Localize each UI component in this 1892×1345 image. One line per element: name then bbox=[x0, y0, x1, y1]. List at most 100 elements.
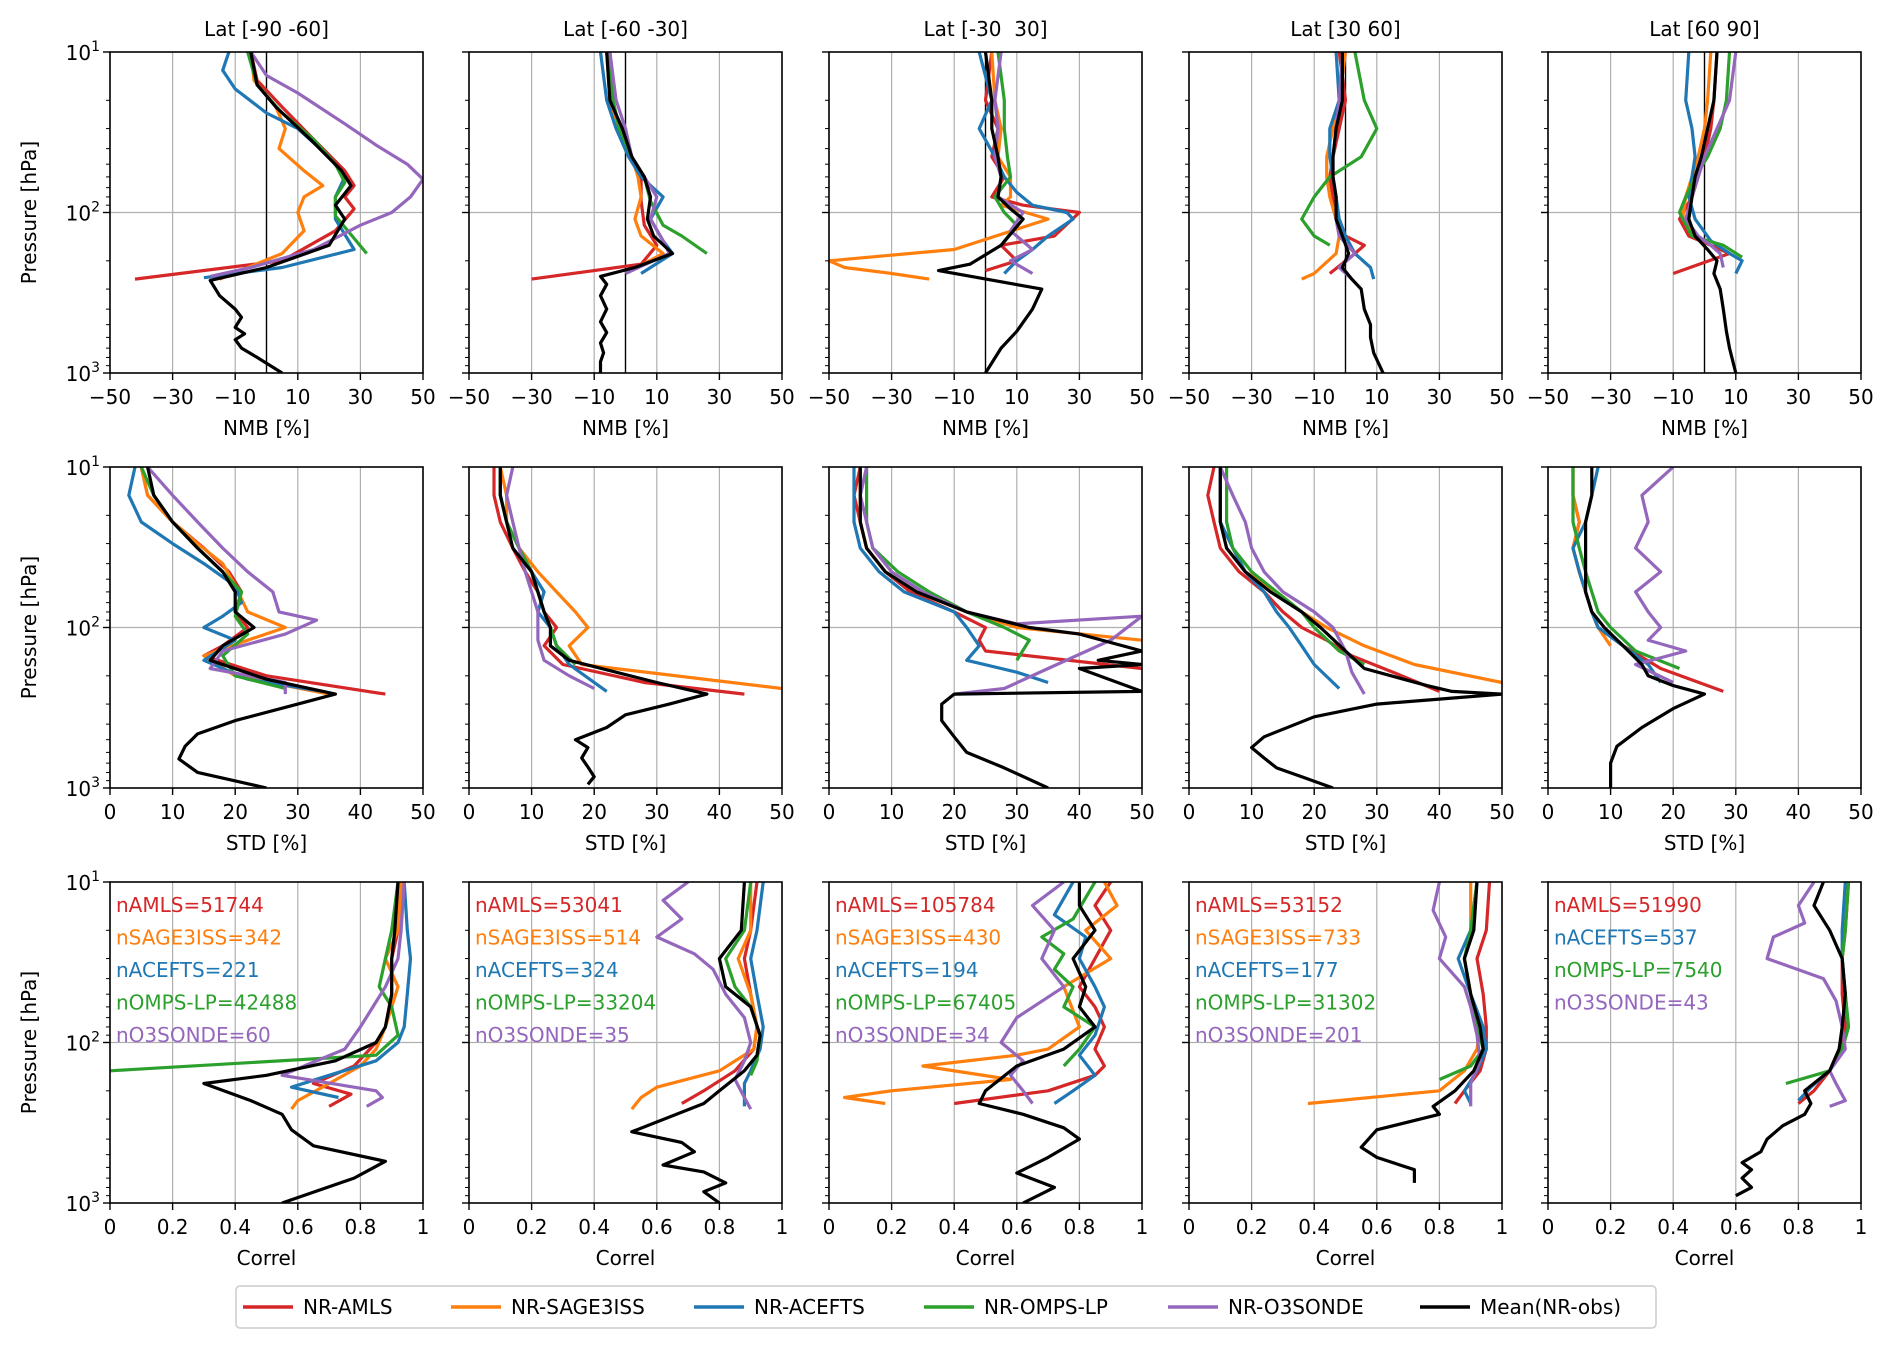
series-line-nr-amls bbox=[1206, 467, 1441, 693]
x-tick-label: 1 bbox=[776, 1215, 789, 1239]
x-tick-label: 0.8 bbox=[1063, 1215, 1095, 1239]
x-tick-label: 0.4 bbox=[938, 1215, 970, 1239]
x-tick-label: 0.2 bbox=[876, 1215, 908, 1239]
series-line-nr-o3sonde bbox=[1633, 467, 1688, 684]
series-group bbox=[492, 467, 782, 786]
series-group bbox=[852, 467, 1142, 788]
x-axis-label: STD [%] bbox=[1305, 831, 1386, 855]
sample-count-label: nACEFTS=194 bbox=[835, 958, 979, 982]
x-tick-label: −10 bbox=[933, 385, 975, 409]
series-group bbox=[1300, 52, 1385, 373]
panel-r1-c0: 0 10 20 30 40 50 101 102 103 Pressure [hPa] STD [%… bbox=[17, 454, 436, 855]
x-axis-label: STD [%] bbox=[226, 831, 307, 855]
sample-count-label: nSAGE3ISS=430 bbox=[835, 926, 1001, 950]
x-tick-label: 10 bbox=[1723, 385, 1748, 409]
x-tick-label: 0 bbox=[463, 1215, 476, 1239]
series-line-mean-nr-obs bbox=[146, 467, 337, 788]
x-tick-label: 30 bbox=[1427, 385, 1452, 409]
series-group bbox=[842, 882, 1119, 1203]
x-tick-label: 10 bbox=[879, 800, 904, 824]
x-tick-label: 0.4 bbox=[219, 1215, 251, 1239]
x-axis-label: STD [%] bbox=[585, 831, 666, 855]
sample-count-label: nSAGE3ISS=342 bbox=[116, 926, 282, 950]
series-line-nr-omps-lp bbox=[1571, 467, 1681, 670]
sample-count-label: nO3SONDE=43 bbox=[1554, 991, 1709, 1015]
legend-entry-label: NR-O3SONDE bbox=[1228, 1295, 1364, 1319]
x-tick-label: 30 bbox=[348, 385, 373, 409]
x-tick-label: −10 bbox=[214, 385, 256, 409]
y-tick-label: 102 bbox=[66, 1030, 100, 1056]
series-group bbox=[1206, 467, 1502, 788]
x-tick-label: 50 bbox=[769, 385, 794, 409]
x-tick-label: 30 bbox=[285, 800, 310, 824]
x-axis-label: Correl bbox=[956, 1246, 1016, 1270]
legend-entry-label: NR-OMPS-LP bbox=[984, 1295, 1108, 1319]
series-line-nr-amls bbox=[1797, 882, 1851, 1105]
sample-count-label: nO3SONDE=201 bbox=[1195, 1023, 1363, 1047]
x-tick-label: 1 bbox=[1855, 1215, 1868, 1239]
x-tick-label: 0 bbox=[1183, 800, 1196, 824]
y-tick-label: 101 bbox=[66, 869, 100, 895]
x-tick-label: 0.6 bbox=[641, 1215, 673, 1239]
series-line-mean-nr-obs bbox=[1735, 882, 1847, 1198]
panel-title: Lat [30 60] bbox=[1290, 17, 1400, 41]
legend: NR-AMLS NR-SAGE3ISS NR-ACEFTS NR-OMPS-LP NR-… bbox=[235, 1285, 1657, 1329]
x-tick-label: 50 bbox=[410, 385, 435, 409]
x-tick-label: 10 bbox=[644, 385, 669, 409]
x-tick-label: 0.2 bbox=[1236, 1215, 1268, 1239]
panel-title: Lat [-60 -30] bbox=[563, 17, 688, 41]
series-line-nr-sage3iss bbox=[829, 52, 1050, 281]
panel-r0-c1: −50 −30 −10 10 30 50 NMB [%] Lat [-60 -30] bbox=[448, 17, 795, 440]
x-tick-label: 40 bbox=[1427, 800, 1452, 824]
panel-r2-c1: 0 0.2 0.4 0.6 0.8 1 Correl nAMLS=53041 nSAGE3ISS… bbox=[462, 881, 789, 1270]
sample-count-label: nACEFTS=324 bbox=[475, 958, 619, 982]
x-tick-label: −30 bbox=[151, 385, 193, 409]
series-line-mean-nr-obs bbox=[598, 52, 675, 373]
sample-count-label: nACEFTS=537 bbox=[1554, 926, 1698, 950]
series-group bbox=[134, 52, 423, 373]
series-line-nr-omps-lp bbox=[1224, 467, 1366, 666]
x-tick-label: −50 bbox=[1527, 385, 1569, 409]
x-tick-label: 0.8 bbox=[1423, 1215, 1455, 1239]
sample-count-label: nO3SONDE=60 bbox=[116, 1023, 271, 1047]
x-tick-label: −50 bbox=[89, 385, 131, 409]
x-axis-label: Correl bbox=[237, 1246, 297, 1270]
y-tick-label: 103 bbox=[66, 360, 100, 386]
x-tick-label: 0.2 bbox=[1595, 1215, 1627, 1239]
sample-count-label: nAMLS=53041 bbox=[475, 893, 623, 917]
x-axis-label: NMB [%] bbox=[1661, 416, 1748, 440]
series-line-mean-nr-obs bbox=[630, 882, 762, 1203]
x-tick-label: 20 bbox=[581, 800, 606, 824]
series-line-mean-nr-obs bbox=[858, 467, 1142, 788]
x-tick-label: 20 bbox=[1660, 800, 1685, 824]
series-line-nr-amls bbox=[311, 882, 403, 1108]
x-tick-label: 0.6 bbox=[282, 1215, 314, 1239]
series-line-nr-sage3iss bbox=[858, 467, 1142, 642]
panel-r2-c2: 0 0.2 0.4 0.6 0.8 1 Correl nAMLS=105784 nSAGE3IS… bbox=[822, 881, 1148, 1270]
series-line-nr-omps-lp bbox=[864, 467, 1031, 662]
panel-r0-c4: −50 −30 −10 10 30 50 NMB [%] Lat [60 90] bbox=[1527, 17, 1874, 440]
series-line-nr-o3sonde bbox=[1765, 882, 1847, 1108]
legend-entry-label: NR-AMLS bbox=[303, 1295, 393, 1319]
sample-count-label: nACEFTS=221 bbox=[116, 958, 260, 982]
series-line-nr-acefts bbox=[1218, 467, 1341, 690]
series-line-mean-nr-obs bbox=[1218, 467, 1502, 788]
x-tick-label: 0.6 bbox=[1720, 1215, 1752, 1239]
series-line-nr-acefts bbox=[1684, 52, 1744, 275]
y-axis-label: Pressure [hPa] bbox=[17, 556, 41, 699]
x-tick-label: 0.8 bbox=[344, 1215, 376, 1239]
x-tick-label: −10 bbox=[1652, 385, 1694, 409]
series-line-mean-nr-obs bbox=[1331, 52, 1385, 373]
series-line-nr-acefts bbox=[127, 467, 324, 693]
y-tick-label: 101 bbox=[66, 39, 100, 65]
x-tick-label: 10 bbox=[1598, 800, 1623, 824]
x-tick-label: 40 bbox=[1786, 800, 1811, 824]
series-line-mean-nr-obs bbox=[208, 52, 353, 373]
panel-r1-c2: 0 10 20 30 40 50 STD [%] bbox=[822, 466, 1155, 855]
series-group bbox=[531, 52, 708, 373]
y-tick-label: 102 bbox=[66, 200, 100, 226]
x-tick-label: 30 bbox=[1004, 800, 1029, 824]
series-line-nr-amls bbox=[852, 467, 1142, 671]
x-tick-label: 0 bbox=[1183, 1215, 1196, 1239]
